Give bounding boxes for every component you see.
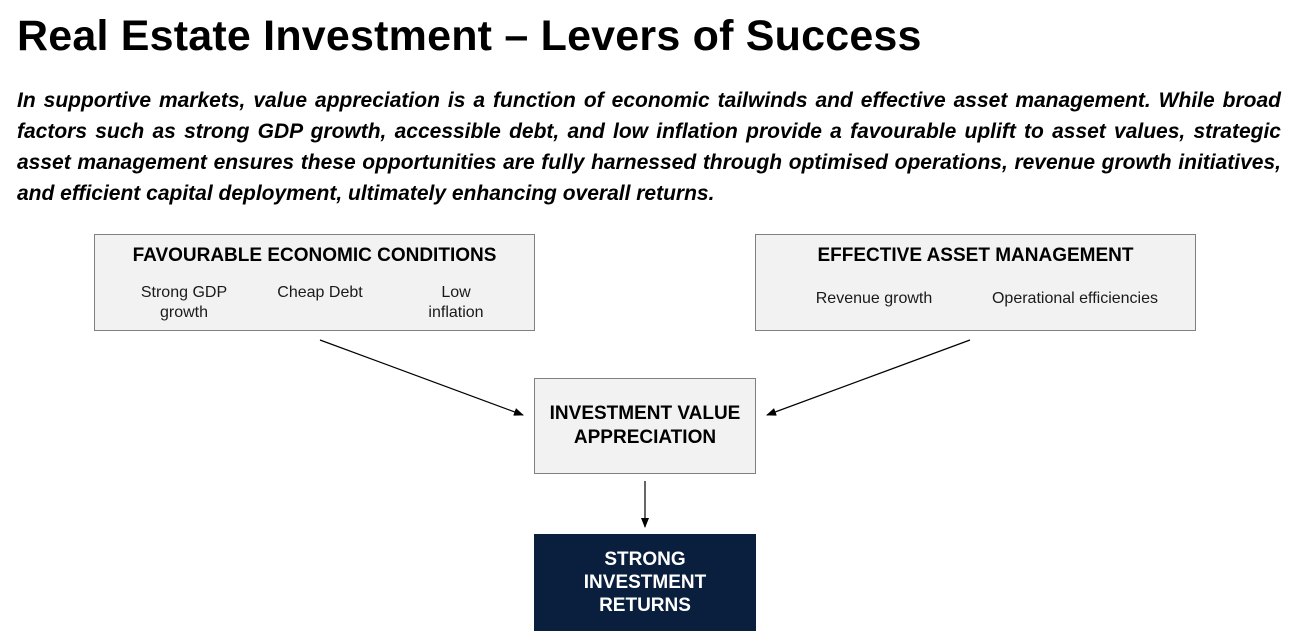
factor-operational-efficiencies: Operational efficiencies (991, 290, 1159, 307)
asset-management-title: EFFECTIVE ASSET MANAGEMENT (817, 245, 1134, 266)
economic-conditions-box: FAVOURABLE ECONOMIC CONDITIONS Strong GD… (94, 234, 535, 331)
arrow-asset-to-value (766, 339, 971, 416)
arrow-economic-to-value (319, 339, 524, 416)
factor-revenue-growth: Revenue growth (815, 290, 933, 307)
factor-cheap-debt: Cheap Debt (277, 284, 363, 301)
factor-strong-gdp-growth: Strong GDP growth (140, 284, 228, 321)
factor-low-inflation: Low inflation (428, 284, 484, 321)
investment-returns-label: STRONG INVESTMENT RETURNS (583, 549, 707, 616)
value-appreciation-label: INVESTMENT VALUE APPRECIATION (549, 403, 741, 448)
asset-management-box: EFFECTIVE ASSET MANAGEMENT Revenue growt… (755, 234, 1196, 331)
intro-paragraph: In supportive markets, value appreciatio… (17, 89, 1281, 205)
economic-conditions-title: FAVOURABLE ECONOMIC CONDITIONS (132, 245, 497, 266)
investment-returns-box: STRONG INVESTMENT RETURNS (534, 534, 756, 631)
value-appreciation-box: INVESTMENT VALUE APPRECIATION (534, 378, 756, 474)
page-title: Real Estate Investment – Levers of Succe… (17, 12, 922, 60)
